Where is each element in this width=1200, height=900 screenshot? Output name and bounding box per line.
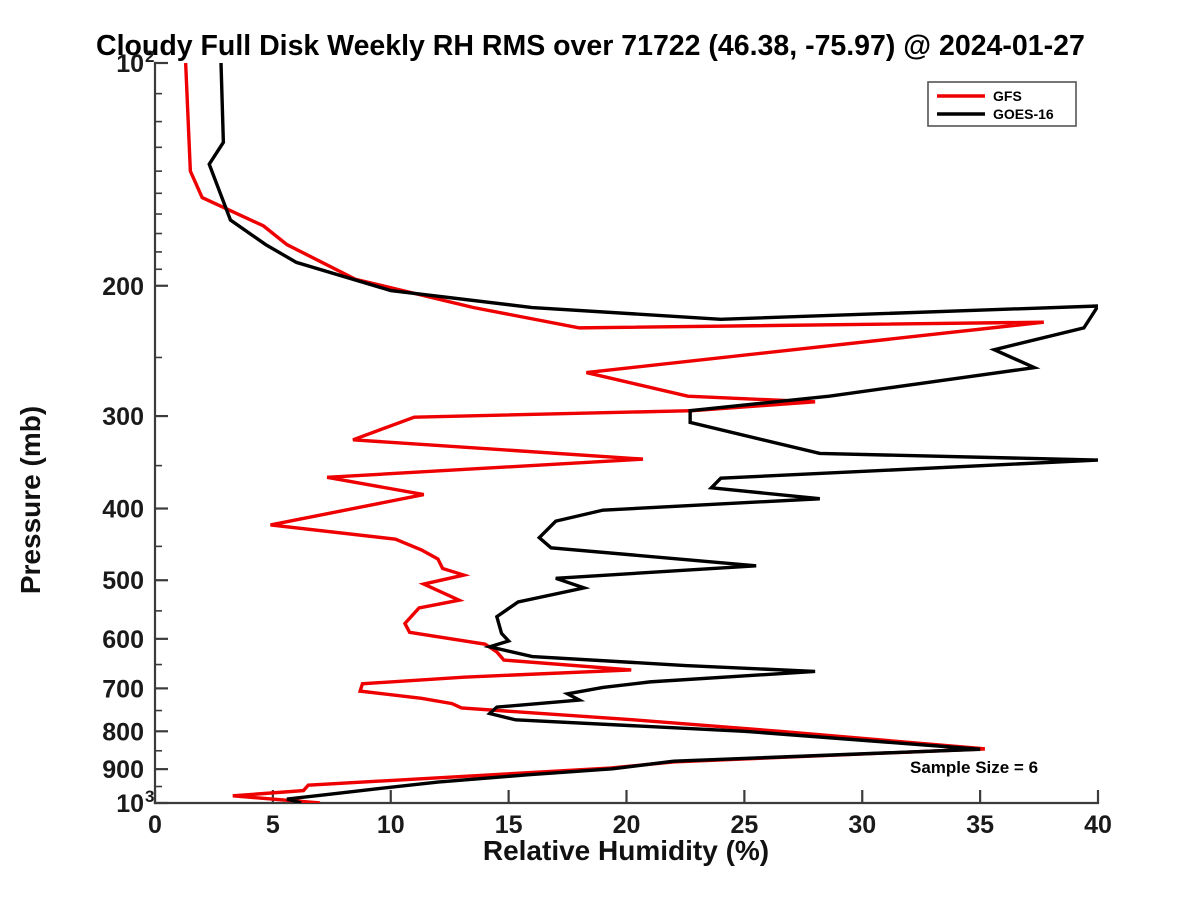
x-tick-label: 0 <box>148 811 162 839</box>
y-tick-label: 500 <box>102 567 144 595</box>
svg-text:200: 200 <box>102 273 144 301</box>
y-tick-label: 900 <box>102 756 144 784</box>
x-axis-ticks: 0 5 10 15 20 25 30 35 40 <box>148 790 1112 839</box>
x-tick-label: 20 <box>613 811 641 839</box>
svg-text:500: 500 <box>102 567 144 595</box>
y-tick-label: 600 <box>102 626 144 654</box>
svg-text:600: 600 <box>102 626 144 654</box>
legend-box <box>927 81 1077 127</box>
svg-text:10: 10 <box>116 790 144 818</box>
series-line-goes-16 <box>207 63 1098 803</box>
y-tick-label: 400 <box>102 496 144 524</box>
y-tick-label: 10 3 <box>116 787 154 818</box>
x-tick-label: 40 <box>1084 811 1112 839</box>
svg-text:2: 2 <box>145 47 154 66</box>
axes-frame <box>153 61 1100 805</box>
svg-text:300: 300 <box>102 403 144 431</box>
svg-text:400: 400 <box>102 496 144 524</box>
y-axis-title: Pressure (mb) <box>15 406 46 594</box>
data-series-group <box>183 63 1098 803</box>
page-title: Cloudy Full Disk Weekly RH RMS over 7172… <box>96 30 1085 62</box>
series-line-gfs <box>183 63 1044 803</box>
legend[interactable]: GFS GOES-16 <box>927 81 1077 127</box>
y-tick-label: 200 <box>102 273 144 301</box>
y-tick-label: 800 <box>102 718 144 746</box>
x-tick-label: 35 <box>966 811 994 839</box>
y-tick-label: 300 <box>102 403 144 431</box>
x-tick-label: 10 <box>377 811 405 839</box>
svg-text:800: 800 <box>102 718 144 746</box>
svg-text:10: 10 <box>116 50 144 78</box>
svg-text:700: 700 <box>102 675 144 703</box>
x-axis-title: Relative Humidity (%) <box>483 835 769 866</box>
x-tick-label: 5 <box>266 811 280 839</box>
legend-label-gfs: GFS <box>993 88 1022 104</box>
x-tick-label: 30 <box>848 811 876 839</box>
y-tick-label: 700 <box>102 675 144 703</box>
sample-size-annotation: Sample Size = 6 <box>910 758 1038 777</box>
svg-text:3: 3 <box>145 787 154 806</box>
legend-label-goes-16: GOES-16 <box>993 106 1054 122</box>
y-tick-label: 10 2 <box>116 47 154 78</box>
x-tick-label: 15 <box>495 811 523 839</box>
svg-text:900: 900 <box>102 756 144 784</box>
x-tick-label: 25 <box>730 811 758 839</box>
